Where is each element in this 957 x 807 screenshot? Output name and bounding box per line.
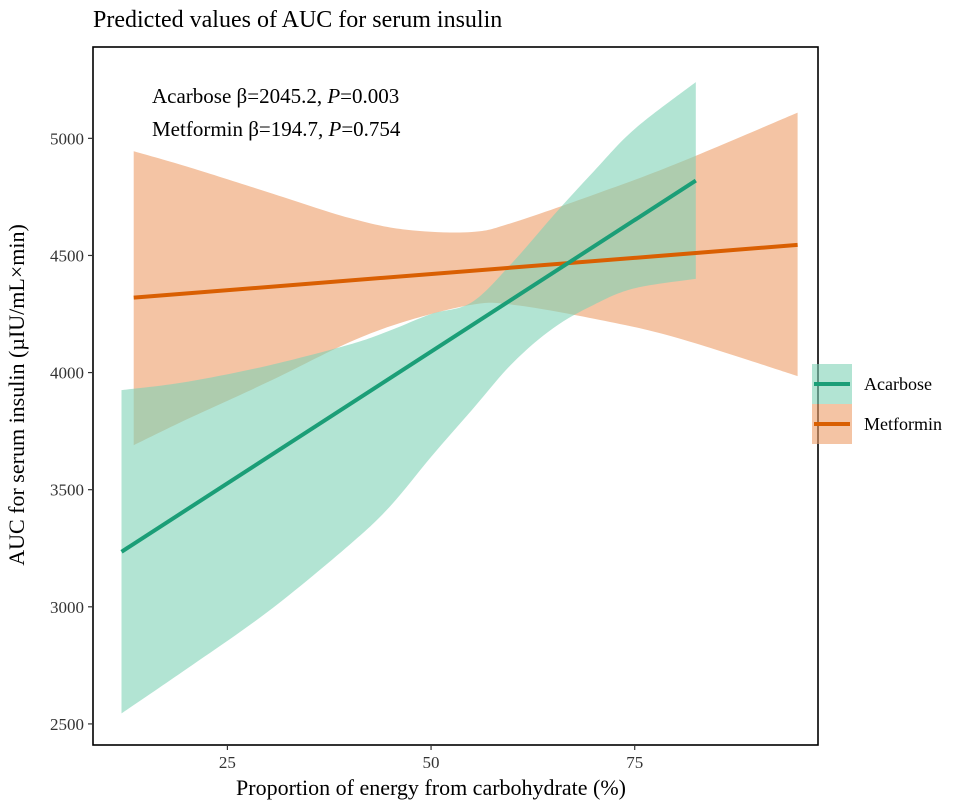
x-tick-label: 75: [626, 753, 643, 772]
legend-item-metformin[interactable]: Metformin: [812, 404, 942, 444]
annotation-acarbose-p-value: =0.003: [340, 84, 399, 108]
annotation-metformin-beta: β=194.7,: [248, 117, 328, 141]
legend-label-acarbose: Acarbose: [864, 374, 932, 394]
y-tick-label: 5000: [50, 129, 84, 148]
regression-lines: [120, 178, 798, 554]
chart-title: Predicted values of AUC for serum insuli…: [93, 7, 502, 33]
annotation-metformin: Metformin β=194.7, P=0.754: [152, 117, 401, 141]
y-tick-label: 3000: [50, 598, 84, 617]
legend: Acarbose Metformin: [812, 364, 942, 444]
annotation-acarbose-beta: β=2045.2,: [237, 84, 328, 108]
x-tick-label: 50: [423, 753, 440, 772]
regression-line-metformin: [133, 242, 798, 300]
y-tick-label: 4000: [50, 364, 84, 383]
annotation-metformin-p-value: =0.754: [341, 117, 401, 141]
annotation-acarbose-p-label: P: [326, 84, 340, 108]
annotation-acarbose: Acarbose β=2045.2, P=0.003: [152, 84, 399, 108]
annotation-metformin-drug: Metformin: [152, 117, 243, 141]
x-axis: 25 50 75: [219, 745, 643, 772]
x-tick-label: 25: [219, 753, 236, 772]
x-axis-title: Proportion of energy from carbohydrate (…: [236, 775, 626, 800]
ci-band-acarbose: [121, 82, 696, 714]
annotation-acarbose-drug: Acarbose: [152, 84, 231, 108]
y-axis: 2500 3000 3500 4000 4500 5000: [50, 129, 93, 734]
annotation-metformin-p-label: P: [328, 117, 342, 141]
y-tick-label: 4500: [50, 246, 84, 265]
legend-label-metformin: Metformin: [864, 414, 942, 434]
y-tick-label: 3500: [50, 481, 84, 500]
confidence-bands: [121, 82, 798, 714]
regression-line-acarbose: [120, 178, 697, 554]
y-axis-title: AUC for serum insulin (µIU/mL×min): [4, 224, 29, 566]
legend-item-acarbose[interactable]: Acarbose: [812, 364, 932, 404]
y-tick-label: 2500: [50, 715, 84, 734]
